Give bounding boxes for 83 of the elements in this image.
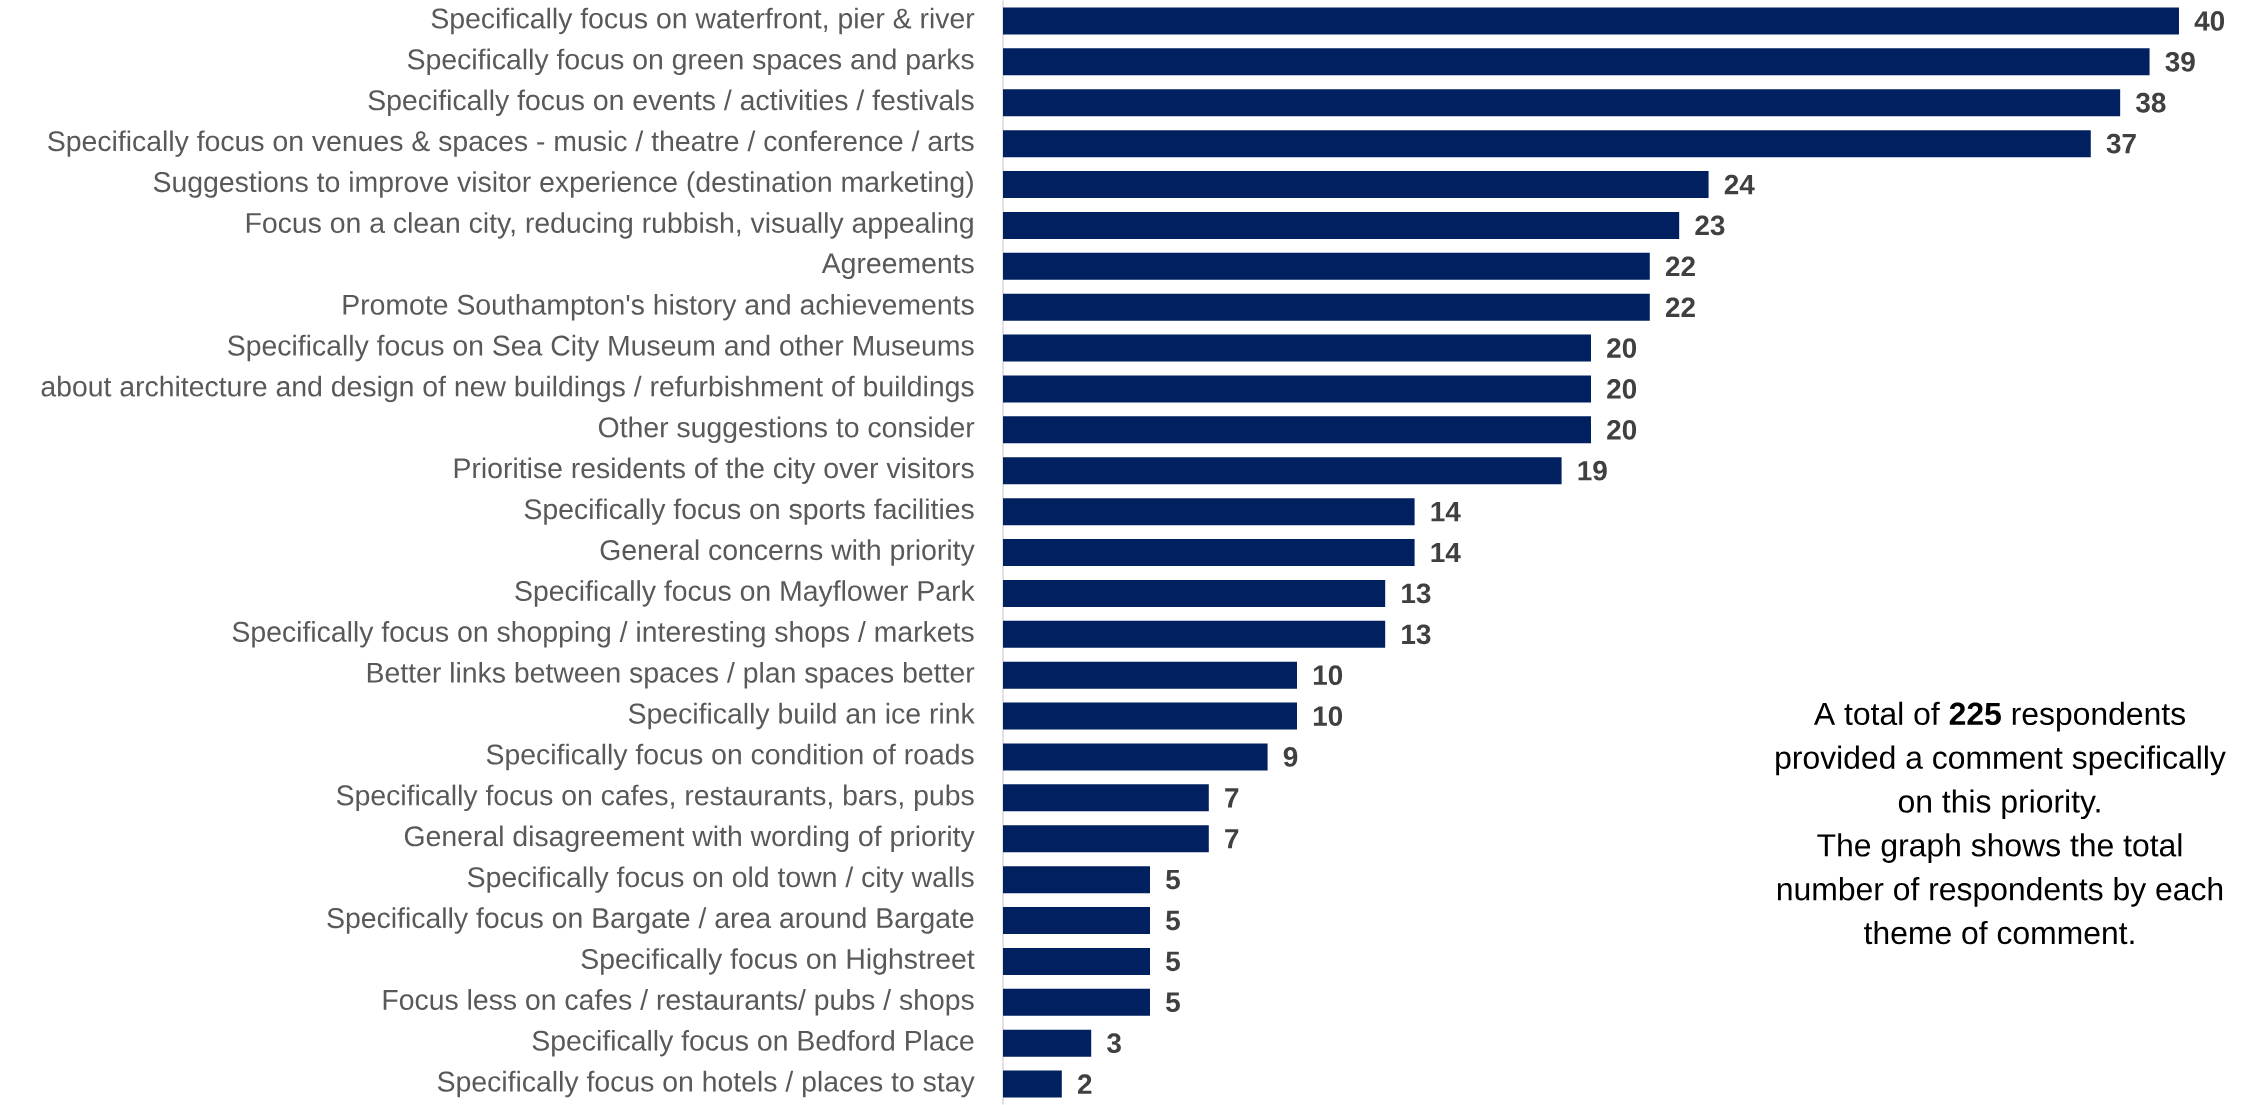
y-tick-label: Specifically focus on hotels / places to stay: [437, 1070, 975, 1098]
data-label: 10: [1313, 706, 1343, 726]
y-tick-label: Better links between spaces / plan spaces better: [367, 661, 975, 689]
bar: [1003, 130, 2091, 158]
bar: [1003, 539, 1415, 567]
bar: [1003, 375, 1591, 403]
bar: [1003, 211, 1680, 239]
annotation: The graph shows the total number of respondents by each theme of comment.: [1777, 833, 2223, 945]
data-label: 40: [2194, 11, 2225, 31]
data-label: 23: [1695, 215, 1725, 236]
bar: [1003, 252, 1650, 280]
y-tick-label: Prioritise residents of the city over visitors: [454, 457, 974, 484]
bar: [1003, 702, 1297, 730]
bar: [1003, 7, 2179, 35]
data-label: 5: [1166, 910, 1180, 931]
data-label: 37: [2106, 133, 2136, 154]
data-label: 5: [1166, 951, 1180, 972]
y-tick-label: Specifically build an ice rink: [628, 702, 975, 730]
data-label: 14: [1431, 502, 1461, 522]
bar: [1003, 457, 1562, 485]
bar: [1003, 48, 2150, 76]
y-tick-label: Specifically focus on condition of roads: [486, 743, 974, 771]
y-tick-label: Agreements: [821, 253, 974, 280]
bar: [1003, 907, 1150, 935]
bar: [1003, 947, 1150, 975]
bar: [1003, 334, 1591, 362]
annotation: A total of 225 respondents provided a comment specifically on this priority.: [1776, 701, 2226, 820]
bar: [1003, 498, 1415, 526]
y-tick-label: General disagreement with wording of priority: [404, 825, 975, 852]
data-label: 13: [1402, 583, 1431, 604]
y-tick-label: Specifically focus on sports facilities: [524, 498, 974, 525]
y-tick-label: about architecture and design of new buildings / refurbishment of buildings: [41, 375, 974, 403]
data-label: 20: [1607, 338, 1637, 358]
y-tick-label: Focus on a clean city, reducing rubbish, visually appealing: [246, 212, 973, 239]
y-tick-label: Other suggestions to consider: [598, 416, 975, 444]
data-label: 20: [1607, 419, 1637, 440]
data-label: 22: [1665, 297, 1695, 317]
data-label: 7: [1225, 829, 1239, 849]
y-tick-label: Specifically focus on venues & spaces - music / theatre / conference / arts: [48, 130, 974, 157]
bar: [1003, 171, 1709, 199]
y-tick-label: Specifically focus on Bargate / area around Bargate: [327, 907, 974, 934]
y-tick-label: Specifically focus on events / activities / festivals: [368, 89, 974, 116]
y-tick-label: Focus less on cafes / restaurants/ pubs / shops: [383, 989, 974, 1016]
data-label: 7: [1225, 788, 1239, 808]
y-tick-label: Suggestions to improve visitor experience (destination marketing): [153, 171, 973, 198]
data-label: 39: [2165, 51, 2195, 72]
y-tick-label: Specifically focus on green spaces and parks: [407, 48, 974, 76]
bar: [1003, 988, 1150, 1016]
bar: [1003, 89, 2121, 117]
data-label: 5: [1166, 992, 1180, 1013]
bar: [1003, 784, 1209, 812]
y-tick-label: Specifically focus on waterfront, pier & river: [431, 7, 975, 35]
y-tick-label: Specifically focus on old town / city walls: [467, 866, 974, 893]
bar: [1003, 416, 1591, 444]
data-label: 24: [1724, 174, 1755, 195]
data-label: 10: [1313, 665, 1343, 686]
data-label: 20: [1607, 379, 1637, 399]
bar: [1003, 661, 1297, 689]
data-label: 2: [1077, 1074, 1092, 1094]
y-tick-label: Specifically focus on cafes, restaurants, bars, pubs: [336, 784, 974, 812]
bar: [1003, 620, 1386, 648]
y-tick-label: Promote Southampton's history and achievements: [343, 293, 974, 321]
bar: [1003, 1029, 1092, 1057]
bar: [1003, 825, 1209, 853]
y-tick-label: General concerns with priority: [600, 539, 975, 566]
y-tick-label: Specifically focus on shopping / interesting shops / markets: [232, 621, 974, 648]
data-label: 13: [1402, 624, 1431, 645]
y-tick-label: Specifically focus on Bedford Place: [532, 1029, 974, 1057]
bar: [1003, 866, 1150, 894]
data-label: 22: [1665, 256, 1695, 277]
y-tick-label: Specifically focus on Sea City Museum and other Museums: [228, 334, 974, 362]
bar: [1003, 579, 1386, 607]
bar: [1003, 743, 1268, 771]
bar: [1003, 1070, 1062, 1098]
data-label: 9: [1283, 747, 1298, 767]
data-label: 3: [1107, 1033, 1121, 1054]
data-label: 19: [1578, 460, 1607, 481]
bar: [1003, 293, 1650, 321]
y-tick-label: Specifically focus on Highstreet: [581, 948, 975, 975]
data-label: 14: [1431, 542, 1461, 563]
y-tick-label: Specifically focus on Mayflower Park: [515, 580, 975, 607]
data-label: 38: [2136, 92, 2166, 113]
data-label: 5: [1166, 869, 1180, 890]
